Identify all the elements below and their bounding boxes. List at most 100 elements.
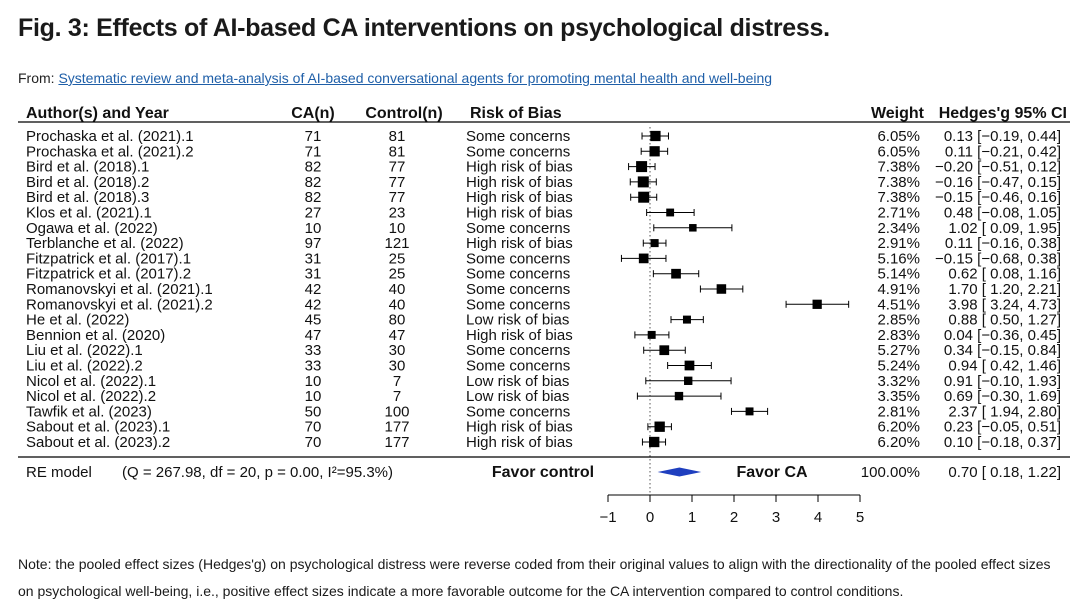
header-weight: Weight xyxy=(871,105,925,122)
summary-weight: 100.00% xyxy=(861,464,920,481)
effect-marker xyxy=(649,146,660,157)
study-author: Nicol et al. (2022).2 xyxy=(26,388,156,405)
study-author: Prochaska et al. (2021).2 xyxy=(26,143,194,160)
study-control-n: 10 xyxy=(389,220,406,237)
study-weight: 6.20% xyxy=(877,419,920,436)
figure-note: Note: the pooled effect sizes (Hedges'g)… xyxy=(18,556,1051,599)
study-ca-n: 33 xyxy=(305,342,322,359)
study-control-n: 80 xyxy=(389,312,406,329)
forest-plot: Author(s) and Year CA(n) Control(n) Risk of… xyxy=(18,105,1070,526)
study-control-n: 30 xyxy=(389,358,406,375)
study-ci: −0.16 [−0.47, 0.15] xyxy=(935,174,1061,191)
study-row: Klos et al. (2021).1 27 23 High risk of bia… xyxy=(26,205,1061,222)
study-ca-n: 31 xyxy=(305,250,322,267)
effect-marker xyxy=(650,239,659,248)
effect-marker xyxy=(659,345,670,356)
study-ca-n: 50 xyxy=(305,403,322,420)
effect-marker xyxy=(682,315,691,324)
effect-marker xyxy=(638,191,650,203)
effect-marker xyxy=(649,436,660,448)
study-row: Sabout et al. (2023).2 70 177 High risk of … xyxy=(26,434,1061,451)
summary-stats: (Q = 267.98, df = 20, p = 0.00, I²=95.3%… xyxy=(122,464,393,481)
study-control-n: 100 xyxy=(384,403,409,420)
study-ci: 0.91 [−0.10, 1.93] xyxy=(944,373,1061,390)
study-ca-n: 71 xyxy=(305,143,322,160)
study-row: Nicol et al. (2022).2 10 7 Low risk of bias… xyxy=(26,388,1061,405)
axis-tick-label: 1 xyxy=(688,509,696,526)
study-ca-n: 10 xyxy=(305,373,322,390)
study-risk-of-bias: High risk of bias xyxy=(466,327,573,344)
study-row: Fitzpatrick et al. (2017).1 31 25 Some conc… xyxy=(26,250,1061,267)
study-ca-n: 33 xyxy=(305,358,322,375)
study-row: Tawfik et al. (2023) 50 100 Some concerns 2.… xyxy=(26,403,1061,420)
effect-marker xyxy=(674,391,684,401)
study-row: He et al. (2022) 45 80 Low risk of bias 2.85… xyxy=(26,312,1061,329)
study-row: Romanovskyi et al. (2021).2 42 40 Some conc… xyxy=(26,296,1061,313)
study-ca-n: 82 xyxy=(305,159,322,176)
study-control-n: 7 xyxy=(393,373,401,390)
study-weight: 7.38% xyxy=(877,189,920,206)
header-control: Control(n) xyxy=(365,105,442,122)
axis-tick-label: −1 xyxy=(599,509,616,526)
from-label: From: xyxy=(18,70,59,86)
study-author: Fitzpatrick et al. (2017).1 xyxy=(26,250,191,267)
study-risk-of-bias: High risk of bias xyxy=(466,159,573,176)
axis-tick-label: 4 xyxy=(814,509,822,526)
study-author: He et al. (2022) xyxy=(26,312,129,329)
study-row: Prochaska et al. (2021).2 71 81 Some concer… xyxy=(26,143,1061,160)
study-row: Nicol et al. (2022).1 10 7 Low risk of bias… xyxy=(26,373,1061,390)
effect-marker xyxy=(716,284,727,294)
study-weight: 6.05% xyxy=(877,128,920,145)
effect-marker xyxy=(636,161,648,173)
study-weight: 2.91% xyxy=(877,235,920,252)
study-weight: 5.16% xyxy=(877,250,920,267)
study-author: Tawfik et al. (2023) xyxy=(26,403,152,420)
study-control-n: 25 xyxy=(389,250,406,267)
study-control-n: 7 xyxy=(393,388,401,405)
study-ci: 0.04 [−0.36, 0.45] xyxy=(944,327,1061,344)
study-risk-of-bias: Some concerns xyxy=(466,281,570,298)
study-control-n: 177 xyxy=(384,434,409,451)
study-ci: 0.88 [ 0.50, 1.27] xyxy=(948,312,1061,329)
study-ca-n: 70 xyxy=(305,419,322,436)
source-link[interactable]: Systematic review and meta-analysis of A… xyxy=(58,70,773,86)
study-ci: 3.98 [ 3.24, 4.73] xyxy=(948,296,1061,313)
study-author: Sabout et al. (2023).1 xyxy=(26,419,170,436)
study-risk-of-bias: Some concerns xyxy=(466,342,570,359)
study-ci: 0.48 [−0.08, 1.05] xyxy=(944,205,1061,222)
favor-ca-label: Favor CA xyxy=(736,464,808,481)
study-ca-n: 82 xyxy=(305,174,322,191)
study-ca-n: 47 xyxy=(305,327,322,344)
study-control-n: 23 xyxy=(389,205,406,222)
axis-tick-label: 2 xyxy=(730,509,738,526)
study-ci: −0.15 [−0.68, 0.38] xyxy=(935,250,1061,267)
study-control-n: 81 xyxy=(389,143,406,160)
study-risk-of-bias: Some concerns xyxy=(466,403,570,420)
study-risk-of-bias: Some concerns xyxy=(466,296,570,313)
study-risk-of-bias: Some concerns xyxy=(466,220,570,237)
study-ca-n: 10 xyxy=(305,220,322,237)
study-ci: 0.11 [−0.21, 0.42] xyxy=(945,143,1061,160)
study-control-n: 77 xyxy=(389,159,406,176)
summary-diamond xyxy=(657,467,702,477)
effect-marker xyxy=(684,360,695,371)
effect-marker xyxy=(666,208,675,217)
study-weight: 4.51% xyxy=(877,296,920,313)
axis-tick-label: 0 xyxy=(646,509,654,526)
study-weight: 2.85% xyxy=(877,312,920,329)
study-control-n: 121 xyxy=(384,235,409,252)
study-row: Bird et al. (2018).2 82 77 High risk of bia… xyxy=(26,174,1061,191)
study-ci: 2.37 [ 1.94, 2.80] xyxy=(948,403,1061,420)
header-row: Author(s) and Year CA(n) Control(n) Risk of… xyxy=(26,105,1067,122)
study-weight: 5.27% xyxy=(877,342,920,359)
study-weight: 7.38% xyxy=(877,159,920,176)
study-risk-of-bias: High risk of bias xyxy=(466,174,573,191)
source-line: From: Systematic review and meta-analysi… xyxy=(18,70,772,86)
study-ci: 0.69 [−0.30, 1.69] xyxy=(944,388,1061,405)
study-row: Bird et al. (2018).1 82 77 High risk of bia… xyxy=(26,159,1061,176)
study-author: Nicol et al. (2022).1 xyxy=(26,373,156,390)
study-author: Bird et al. (2018).1 xyxy=(26,159,149,176)
study-ca-n: 42 xyxy=(305,281,322,298)
study-author: Liu et al. (2022).2 xyxy=(26,358,143,375)
axis-tick-label: 5 xyxy=(856,509,864,526)
